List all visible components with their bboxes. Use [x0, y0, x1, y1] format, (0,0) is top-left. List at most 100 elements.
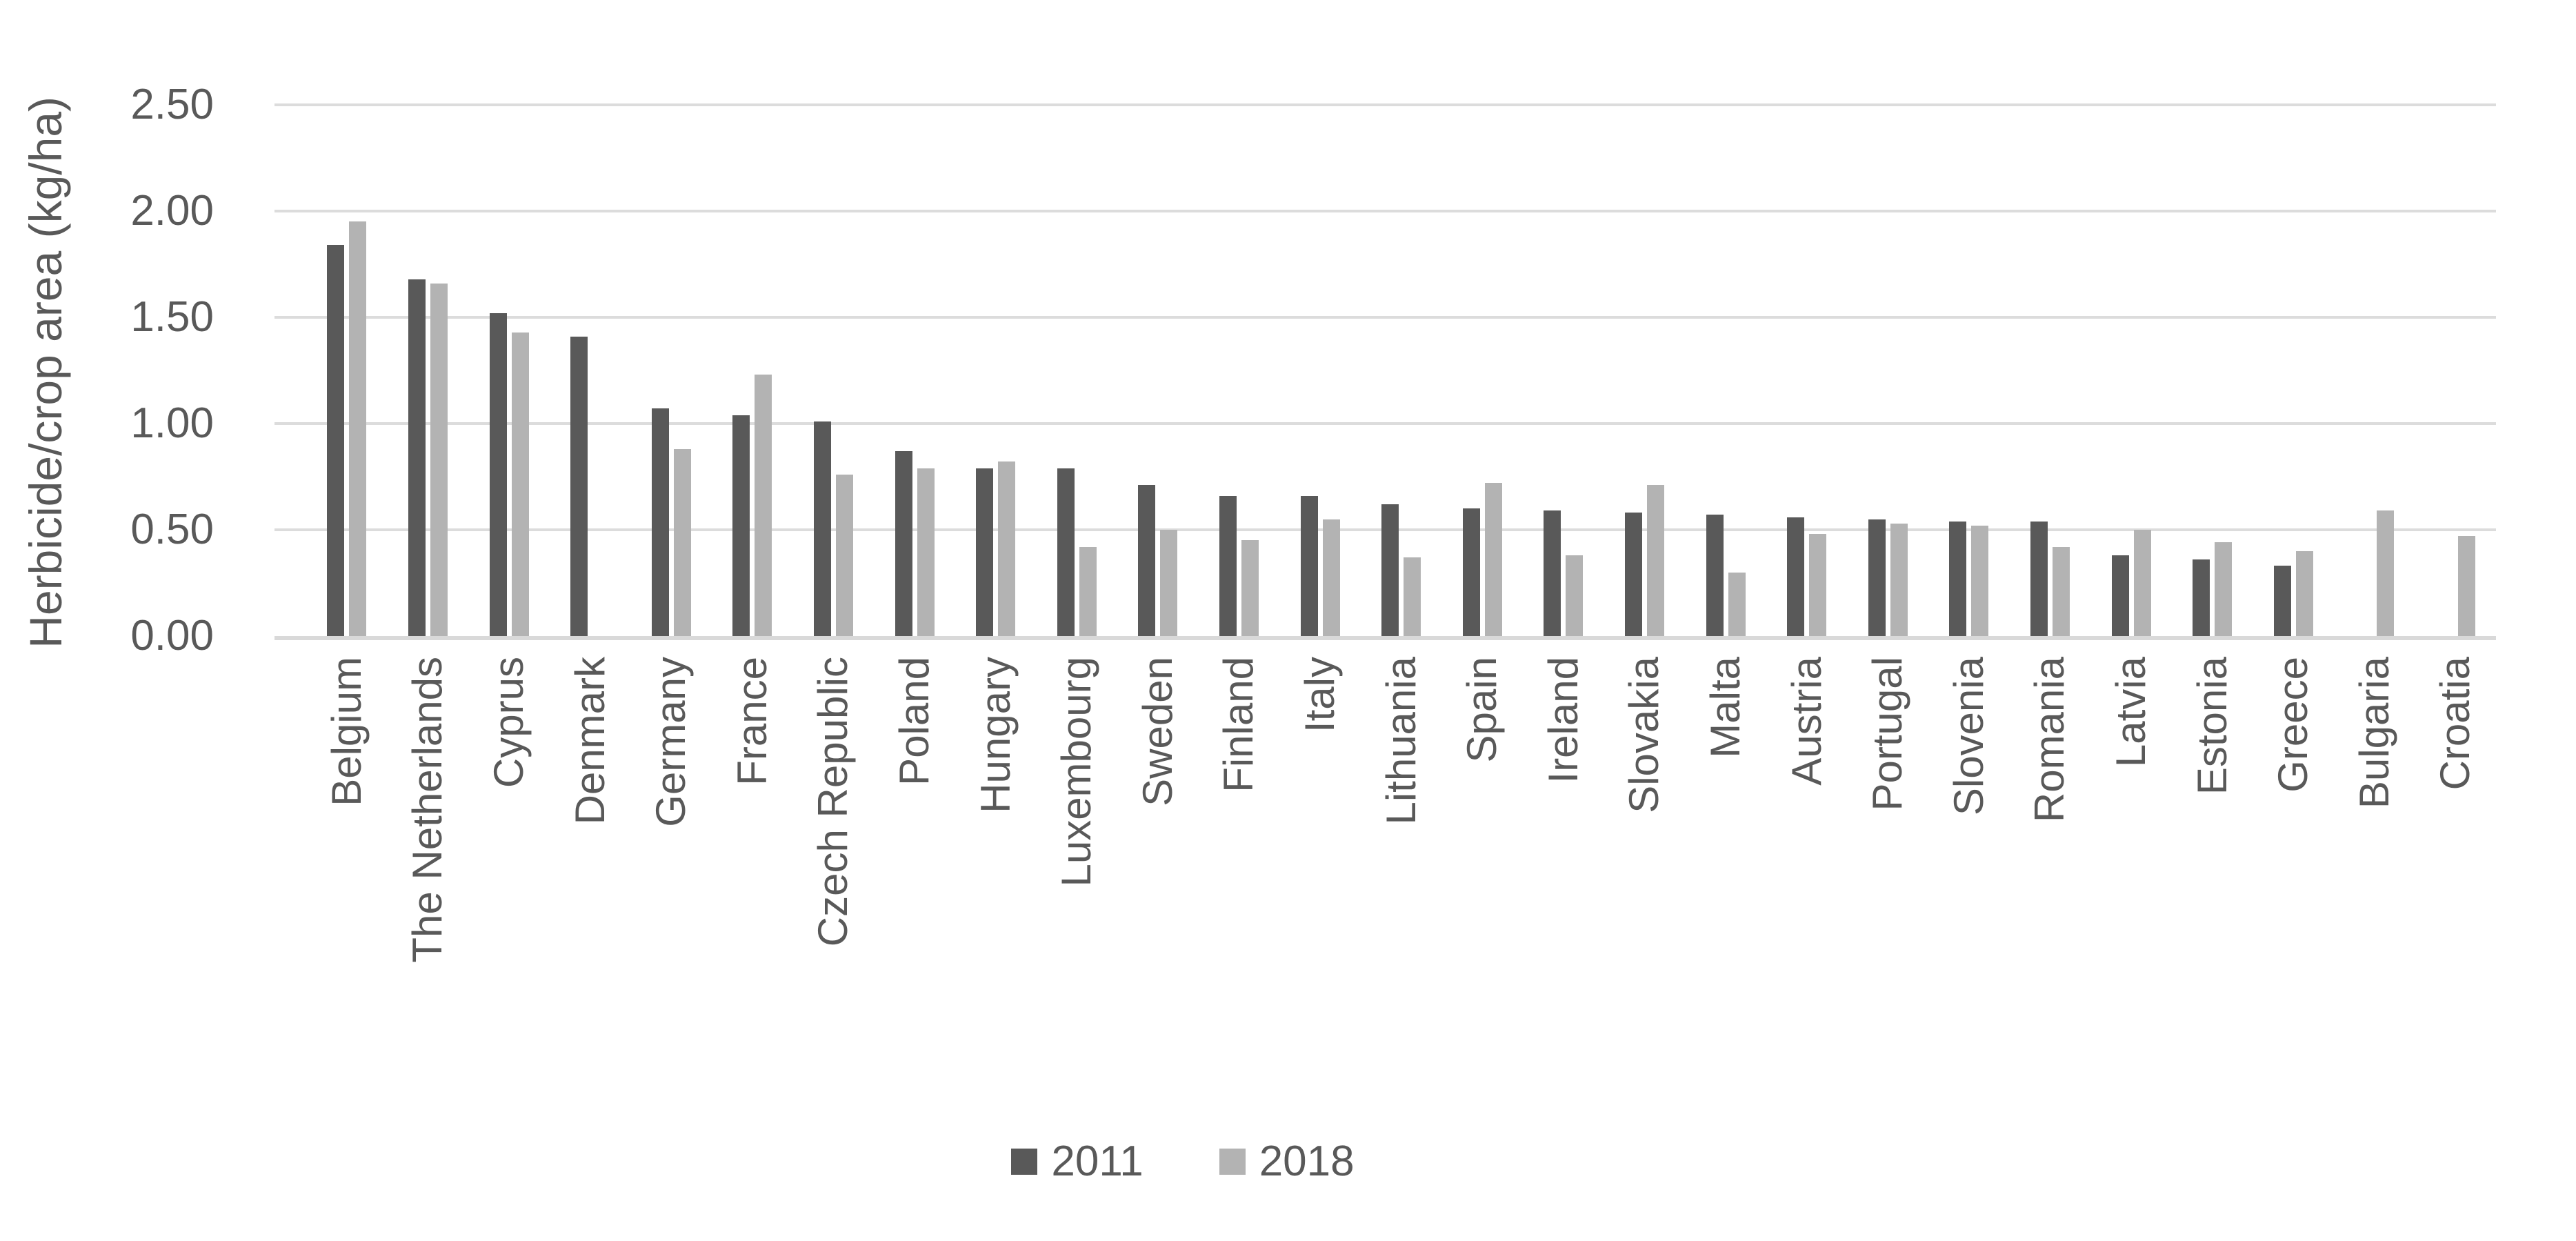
x-label-bulgaria: Bulgaria [2350, 657, 2397, 809]
x-label-italy: Italy [1297, 657, 1343, 733]
bar-2018-sweden [1160, 530, 1178, 636]
bar-2011-finland [1219, 495, 1237, 636]
bar-2018-croatia [2457, 536, 2475, 636]
x-label-ireland: Ireland [1539, 657, 1586, 784]
bar-2018-hungary [998, 461, 1016, 636]
x-label-greece: Greece [2270, 657, 2317, 793]
gridline-1.00 [274, 422, 2496, 425]
bar-2011-latvia [2111, 555, 2129, 636]
legend-label-2018: 2018 [1259, 1138, 1355, 1185]
legend: 2011 2018 [0, 1137, 2366, 1186]
x-label-latvia: Latvia [2108, 657, 2154, 768]
bar-2018-slovenia [1971, 525, 1989, 636]
legend-swatch-2018 [1219, 1148, 1246, 1175]
x-label-cyprus: Cyprus [486, 657, 532, 788]
x-label-spain: Spain [1459, 657, 1506, 763]
y-tick-1.00: 1.00 [130, 399, 214, 447]
bar-2011-malta [1706, 515, 1724, 636]
bar-2018-the-netherlands [430, 283, 448, 636]
bar-2018-belgium [349, 221, 367, 636]
bar-2011-sweden [1138, 485, 1156, 636]
x-label-croatia: Croatia [2432, 657, 2479, 791]
x-label-austria: Austria [1783, 657, 1830, 786]
gridline-2.00 [274, 210, 2496, 212]
bar-2011-romania [2030, 521, 2048, 636]
bar-2011-france [732, 415, 750, 636]
bar-2011-luxembourg [1057, 468, 1075, 636]
legend-label-2011: 2011 [1051, 1138, 1144, 1185]
y-tick-0.50: 0.50 [130, 506, 214, 553]
bar-2011-estonia [2193, 559, 2210, 636]
x-label-denmark: Denmark [566, 657, 613, 825]
x-label-luxembourg: Luxembourg [1053, 657, 1100, 887]
bar-2018-slovakia [1646, 485, 1664, 636]
x-label-estonia: Estonia [2188, 657, 2235, 795]
bar-2011-czech-republic [813, 421, 831, 636]
bar-2018-czech-republic [835, 474, 853, 636]
bar-2018-estonia [2215, 542, 2233, 636]
bar-2011-slovakia [1624, 513, 1642, 636]
bar-2018-greece [2295, 550, 2313, 636]
bar-2011-denmark [570, 336, 588, 636]
y-tick-2.00: 2.00 [130, 187, 214, 235]
bar-2011-the-netherlands [408, 279, 426, 636]
x-label-france: France [728, 657, 775, 786]
bar-2018-portugal [1890, 523, 1908, 636]
gridline-1.50 [274, 316, 2496, 319]
gridline-2.50 [274, 103, 2496, 106]
bar-2018-cyprus [511, 332, 529, 636]
x-label-hungary: Hungary [972, 657, 1019, 813]
bar-2011-ireland [1544, 510, 1561, 636]
bar-2018-finland [1241, 540, 1259, 636]
x-label-portugal: Portugal [1864, 657, 1911, 811]
plot-area [274, 103, 2496, 640]
bar-2011-cyprus [489, 312, 507, 636]
bar-2011-poland [895, 451, 912, 636]
bar-2018-ireland [1566, 555, 1584, 636]
x-label-malta: Malta [1702, 657, 1748, 758]
x-label-slovakia: Slovakia [1621, 657, 1668, 813]
bar-2011-hungary [976, 468, 994, 636]
legend-item-2018: 2018 [1219, 1137, 1355, 1186]
bar-2018-bulgaria [2377, 510, 2395, 636]
bar-2011-greece [2273, 566, 2291, 636]
x-label-romania: Romania [2026, 657, 2073, 823]
legend-swatch-2011 [1011, 1148, 1038, 1175]
bar-2011-lithuania [1381, 504, 1399, 636]
x-label-slovenia: Slovenia [1945, 657, 1992, 816]
x-label-the-netherlands: The Netherlands [404, 657, 451, 963]
x-label-poland: Poland [891, 657, 937, 786]
bar-2018-france [755, 375, 772, 636]
bar-2011-belgium [327, 245, 345, 636]
x-label-sweden: Sweden [1134, 657, 1181, 806]
y-tick-2.50: 2.50 [130, 81, 214, 128]
x-label-lithuania: Lithuania [1377, 657, 1424, 825]
bar-2018-poland [917, 468, 935, 636]
bar-2011-germany [651, 408, 669, 636]
x-label-germany: Germany [648, 657, 695, 827]
bar-2011-austria [1787, 517, 1805, 636]
y-axis-title: Herbicide/crop area (kg/ha) [20, 97, 71, 648]
x-label-czech-republic: Czech Republic [810, 657, 857, 947]
bar-2011-portugal [1868, 519, 1886, 636]
bar-2011-italy [1300, 495, 1318, 636]
bar-2018-spain [1484, 483, 1502, 636]
legend-item-2011: 2011 [1011, 1137, 1144, 1186]
x-label-finland: Finland [1215, 657, 1262, 793]
bar-2011-slovenia [1949, 521, 1967, 636]
bar-2018-germany [673, 448, 691, 636]
bar-2018-austria [1809, 534, 1827, 636]
bar-2018-romania [2052, 546, 2070, 636]
x-axis-line [274, 636, 2496, 640]
bar-2018-lithuania [1404, 557, 1421, 636]
bar-2011-spain [1462, 508, 1480, 636]
y-axis-title-box: Herbicide/crop area (kg/ha) [12, 69, 79, 676]
y-tick-0.00: 0.00 [130, 612, 214, 659]
bar-2018-malta [1728, 572, 1746, 636]
y-tick-1.50: 1.50 [130, 293, 214, 341]
bar-2018-latvia [2133, 530, 2151, 636]
bar-2018-italy [1322, 519, 1340, 636]
bar-2018-luxembourg [1079, 546, 1097, 636]
x-label-belgium: Belgium [323, 657, 370, 806]
